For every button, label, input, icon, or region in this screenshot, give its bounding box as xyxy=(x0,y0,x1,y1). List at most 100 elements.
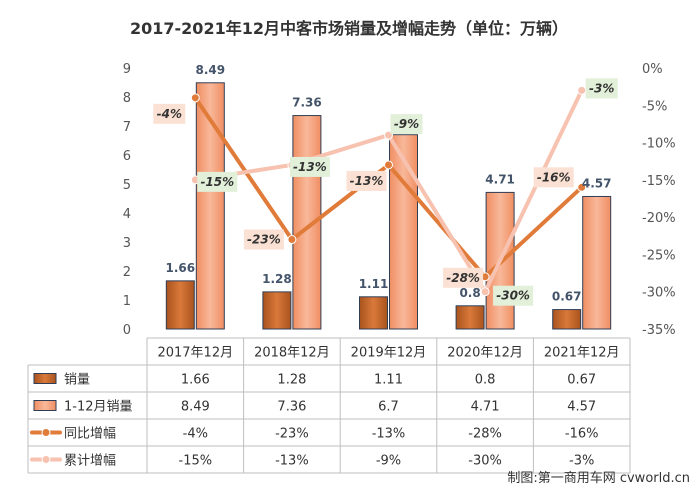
line-cumulative-growth xyxy=(193,88,584,294)
line-label-box xyxy=(153,103,186,124)
table-cell: 0.67 xyxy=(567,373,596,388)
table-cell: -9% xyxy=(376,454,401,469)
line-label-box xyxy=(346,170,387,191)
data-table: 2017年12月 2018年12月 2019年12月 2020年12月 2021年12月… xyxy=(27,337,631,474)
line-value-label: -15% xyxy=(200,175,234,189)
bar-value-label: 7.36 xyxy=(292,96,322,110)
bar-cumulative-0 xyxy=(195,82,225,330)
table-cell: 0.8 xyxy=(475,373,496,388)
y-right-tick-label: 0% xyxy=(642,62,663,77)
y-right-tick-label: -15% xyxy=(642,174,676,189)
y-left-tick-label: 1 xyxy=(123,294,131,309)
table-cell: 1.11 xyxy=(374,373,403,388)
bar-value-label: 0.67 xyxy=(552,290,582,304)
line-value-label: -4% xyxy=(157,107,182,121)
table-cell: -30% xyxy=(468,454,502,469)
legend-key-0 xyxy=(33,373,57,384)
y-left-tick-label: 3 xyxy=(123,236,131,251)
line-label-box xyxy=(289,156,330,177)
y-left-tick-label: 2 xyxy=(123,265,131,280)
category-label: 2020年12月 xyxy=(447,346,523,361)
bar-value-label: 0.8 xyxy=(459,286,480,300)
bar-value-label: 8.49 xyxy=(195,63,225,77)
line-label-box xyxy=(243,229,284,250)
y-right-tick-label: -10% xyxy=(642,137,676,152)
bar-sales-1 xyxy=(262,291,292,330)
bar-value-label: 1.11 xyxy=(359,277,389,291)
table-cell: -23% xyxy=(275,427,309,442)
line-label-box xyxy=(533,167,574,188)
data-labels: 1.661.281.110.80.678.497.366.74.714.57-4… xyxy=(153,63,618,306)
line-point-yoy-4 xyxy=(577,182,587,192)
line-label-box xyxy=(390,114,423,135)
bar-value-label: 1.66 xyxy=(165,261,195,275)
category-label: 2019年12月 xyxy=(351,346,427,361)
chart-title: 2017-2021年12月中客市场销量及增幅走势（单位：万辆） xyxy=(130,19,568,38)
bar-cumulative-2 xyxy=(389,134,418,330)
line-label-box xyxy=(585,78,618,99)
line-label-box xyxy=(493,285,534,306)
category-label: 2017年12月 xyxy=(157,346,233,361)
table-cell: -16% xyxy=(565,427,599,442)
table-cell: 4.57 xyxy=(567,400,596,415)
y-left-tick-label: 7 xyxy=(123,120,131,135)
y-left-tick-label: 9 xyxy=(123,62,131,77)
bar-cumulative-4 xyxy=(582,195,612,330)
table-cell: -13% xyxy=(275,454,309,469)
line-value-label: -9% xyxy=(394,117,419,131)
table-cell: 1.28 xyxy=(277,373,306,388)
line-value-label: -16% xyxy=(537,170,571,184)
legend-key-dot-2 xyxy=(41,428,51,437)
table-cell: 6.7 xyxy=(378,400,399,415)
line-yoy xyxy=(193,95,584,279)
bars xyxy=(165,82,612,330)
bar-sales-3 xyxy=(455,305,485,330)
legend-key-dot-3 xyxy=(41,455,51,464)
table-cell: 1.66 xyxy=(181,373,210,388)
line-label-box xyxy=(197,171,238,192)
line-point-yoy-1 xyxy=(287,235,297,245)
legend-label: 累计增幅 xyxy=(64,454,116,469)
line-point-yoy-2 xyxy=(384,160,393,170)
legend-label: 1-12月销量 xyxy=(64,400,133,415)
legend-label: 销量 xyxy=(64,373,90,388)
legend-label: 同比增幅 xyxy=(64,427,116,442)
line-value-label: -13% xyxy=(350,174,384,188)
table-cell: -3% xyxy=(569,454,594,469)
table-cell: 4.71 xyxy=(471,400,500,415)
line-point-cumulative-3 xyxy=(480,287,490,297)
category-label: 2021年12月 xyxy=(544,346,620,361)
lines xyxy=(190,85,587,297)
line-value-label: -13% xyxy=(293,160,327,174)
line-value-label: -3% xyxy=(589,81,614,95)
category-label: 2018年12月 xyxy=(254,346,330,361)
bar-sales-4 xyxy=(552,309,582,330)
y-right-tick-label: -5% xyxy=(642,99,667,114)
y-right-tick-label: -30% xyxy=(642,286,676,301)
legend-key-1 xyxy=(33,400,57,411)
table-cell: -4% xyxy=(183,427,208,442)
axes: 0 1 2 3 4 5 6 7 8 9 0% -5% -10% -15% -20% -25% -30% -35% xyxy=(123,62,676,338)
y-right-tick-label: -35% xyxy=(642,323,676,338)
table-cell: -13% xyxy=(372,427,406,442)
credit-text: 制图:第一商用车网 cvworld.cn xyxy=(507,470,690,486)
line-point-cumulative-4 xyxy=(577,85,587,95)
y-left-tick-label: 4 xyxy=(123,207,131,222)
line-label-box xyxy=(443,267,484,288)
table-cell: -15% xyxy=(179,454,213,469)
bar-value-label: 4.71 xyxy=(485,172,515,186)
y-left-tick-label: 0 xyxy=(123,323,131,338)
line-value-label: -30% xyxy=(496,289,530,303)
y-left-tick-label: 6 xyxy=(123,149,131,164)
line-value-label: -23% xyxy=(247,233,281,247)
line-value-label: -28% xyxy=(446,271,480,285)
bar-sales-2 xyxy=(359,296,388,330)
line-point-yoy-0 xyxy=(190,93,200,103)
table-cell: 8.49 xyxy=(181,400,210,415)
bar-value-label: 1.28 xyxy=(262,272,292,286)
y-right-tick-label: -25% xyxy=(642,248,676,263)
y-left-tick-label: 8 xyxy=(123,91,131,106)
y-left-tick-label: 5 xyxy=(123,178,131,193)
